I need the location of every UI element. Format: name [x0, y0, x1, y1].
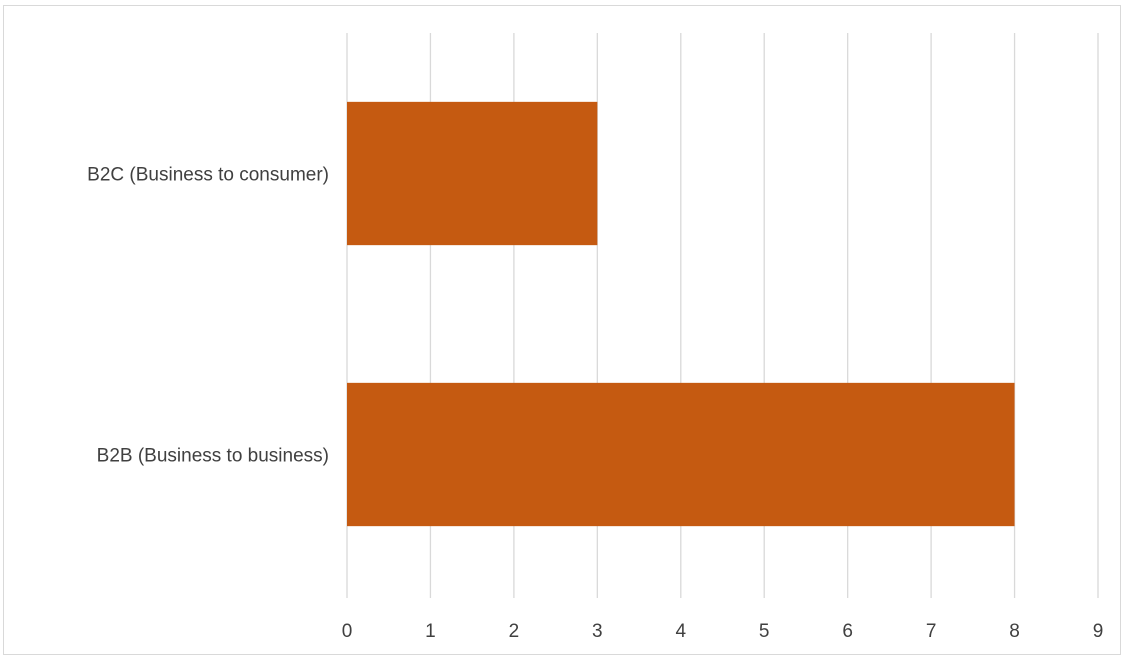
x-tick-label-9: 9	[1093, 621, 1104, 642]
x-tick-label-8: 8	[1009, 621, 1020, 642]
x-tick-label-2: 2	[509, 621, 520, 642]
bar-1	[347, 382, 1015, 527]
bars	[347, 101, 1015, 527]
x-tick-label-0: 0	[342, 621, 353, 642]
x-tick-label-7: 7	[926, 621, 937, 642]
x-axis-tick-labels: 0 1 2 3 4 5 6 7 8 9	[342, 621, 1104, 642]
x-tick-label-5: 5	[759, 621, 770, 642]
category-label-1: B2B (Business to business)	[97, 446, 329, 467]
x-tick-label-3: 3	[592, 621, 603, 642]
category-labels: B2C (Business to consumer) B2B (Business …	[87, 165, 329, 467]
x-tick-label-4: 4	[675, 621, 686, 642]
x-tick-label-6: 6	[842, 621, 853, 642]
x-tick-label-1: 1	[425, 621, 436, 642]
bar-0	[347, 101, 598, 246]
category-label-0: B2C (Business to consumer)	[87, 165, 329, 186]
